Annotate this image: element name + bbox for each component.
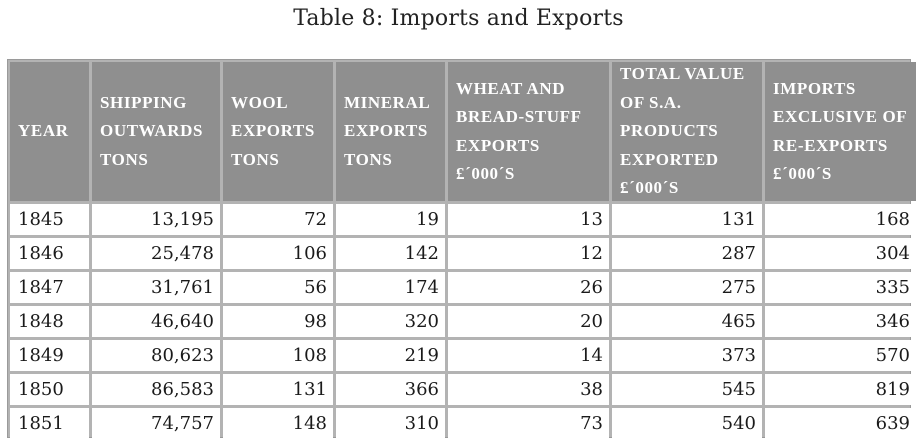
- table-cell-wheat: 12: [448, 238, 609, 269]
- table-cell-mineral: 174: [336, 272, 445, 303]
- imports-exports-table: YEAR SHIPPING OUTWARDS TONS WOOL EXPORTS…: [7, 59, 916, 439]
- table-cell-wool: 131: [223, 374, 333, 405]
- table-title: Table 8: Imports and Exports: [293, 6, 624, 31]
- table-cell-year: 1846: [10, 238, 89, 269]
- header-imports: IMPORTS EXCLUSIVE OF RE-EXPORTS £´000´S: [765, 62, 916, 201]
- table-cell-mineral: 366: [336, 374, 445, 405]
- table-cell-mineral: 219: [336, 340, 445, 371]
- table-cell-total-value: 131: [612, 204, 762, 235]
- table-cell-wool: 106: [223, 238, 333, 269]
- table-cell-wheat: 14: [448, 340, 609, 371]
- table-cell-year: 1850: [10, 374, 89, 405]
- table-cell-wheat: 38: [448, 374, 609, 405]
- table-cell-shipping: 86,583: [92, 374, 220, 405]
- table-cell-wheat: 26: [448, 272, 609, 303]
- table-cell-wool: 72: [223, 204, 333, 235]
- table-cell-shipping: 80,623: [92, 340, 220, 371]
- table-cell-imports: 168: [765, 204, 916, 235]
- table-cell-wool: 148: [223, 408, 333, 439]
- table-cell-wheat: 13: [448, 204, 609, 235]
- table-cell-year: 1848: [10, 306, 89, 337]
- table-cell-shipping: 25,478: [92, 238, 220, 269]
- header-mineral-exports: MINERAL EXPORTS TONS: [336, 62, 445, 201]
- header-wheat-exports: WHEAT AND BREAD-STUFF EXPORTS £´000´S: [448, 62, 609, 201]
- table-cell-total-value: 287: [612, 238, 762, 269]
- table-cell-imports: 335: [765, 272, 916, 303]
- table-cell-year: 1845: [10, 204, 89, 235]
- header-year: YEAR: [10, 62, 89, 201]
- table-cell-imports: 304: [765, 238, 916, 269]
- table-cell-total-value: 373: [612, 340, 762, 371]
- table-cell-mineral: 320: [336, 306, 445, 337]
- table-cell-wool: 56: [223, 272, 333, 303]
- table-cell-shipping: 74,757: [92, 408, 220, 439]
- table-cell-imports: 570: [765, 340, 916, 371]
- table-cell-shipping: 31,761: [92, 272, 220, 303]
- table-cell-year: 1851: [10, 408, 89, 439]
- table-cell-mineral: 142: [336, 238, 445, 269]
- header-total-value: TOTAL VALUE OF S.A. PRODUCTS EXPORTED £´…: [612, 62, 762, 201]
- header-shipping-outwards: SHIPPING OUTWARDS TONS: [92, 62, 220, 201]
- table-cell-imports: 639: [765, 408, 916, 439]
- table-cell-wheat: 73: [448, 408, 609, 439]
- table-grid: YEAR SHIPPING OUTWARDS TONS WOOL EXPORTS…: [10, 62, 916, 439]
- table-cell-total-value: 275: [612, 272, 762, 303]
- table-cell-mineral: 310: [336, 408, 445, 439]
- table-cell-wheat: 20: [448, 306, 609, 337]
- header-wool-exports: WOOL EXPORTS TONS: [223, 62, 333, 201]
- table-cell-mineral: 19: [336, 204, 445, 235]
- table-cell-total-value: 545: [612, 374, 762, 405]
- table-cell-shipping: 13,195: [92, 204, 220, 235]
- table-cell-imports: 346: [765, 306, 916, 337]
- table-cell-wool: 98: [223, 306, 333, 337]
- table-cell-year: 1847: [10, 272, 89, 303]
- table-cell-wool: 108: [223, 340, 333, 371]
- table-cell-shipping: 46,640: [92, 306, 220, 337]
- table-cell-year: 1849: [10, 340, 89, 371]
- table-cell-total-value: 465: [612, 306, 762, 337]
- table-cell-imports: 819: [765, 374, 916, 405]
- table-cell-total-value: 540: [612, 408, 762, 439]
